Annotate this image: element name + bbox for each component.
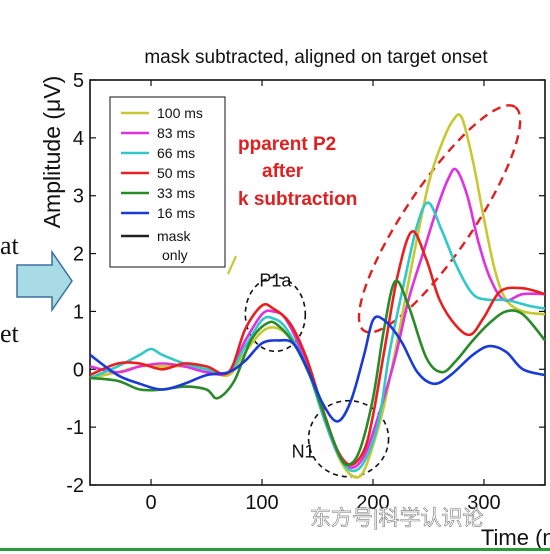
- legend-label-6: mask: [157, 228, 191, 244]
- y-tick-label: -1: [66, 417, 84, 439]
- chart-title: mask subtracted, aligned on target onset: [144, 47, 488, 68]
- apparent-p2-annotation: pparent P2 after k subtraction: [238, 134, 357, 210]
- series-lines: [89, 113, 547, 479]
- y-tick-label: 5: [73, 70, 84, 92]
- legend: 100 ms 83 ms 66 ms 50 ms 33 ms 16 ms mask only: [109, 96, 226, 268]
- x-axis-label: Time (ms): [481, 525, 550, 550]
- legend-label-2: 66 ms: [157, 145, 195, 161]
- y-tick-label: 1: [73, 301, 84, 323]
- red-text-line-2: after: [262, 161, 304, 182]
- watermark-text: 东方号|科学认识论: [310, 507, 483, 530]
- bottom-green-rule: [0, 548, 550, 551]
- y-tick-label: 0: [73, 359, 84, 381]
- left-partial-text-bottom: et: [0, 319, 20, 348]
- series-line-1: [89, 167, 546, 469]
- x-tick-label: 100: [245, 492, 278, 514]
- legend-label-0: 100 ms: [157, 105, 203, 121]
- series-line-3: [89, 230, 546, 467]
- legend-label-4: 33 ms: [157, 185, 195, 201]
- red-text-line-3: k subtraction: [238, 189, 357, 210]
- y-tick-label: -2: [66, 475, 84, 497]
- legend-label-6-line2: only: [162, 247, 188, 263]
- y-tick-label: 2: [73, 244, 84, 266]
- y-axis-label: Amplitude (μV): [39, 76, 65, 229]
- annotation-labels: P1a N1: [226, 255, 315, 461]
- right-arrow-shape: [16, 249, 73, 313]
- x-tick-label: 200: [356, 492, 389, 514]
- annotation-label-0: P1a: [259, 271, 292, 291]
- plot-area: [89, 79, 546, 486]
- axis-ticks: -2 -1 0 1 2 3 4 5 0 100 200 300: [66, 70, 545, 514]
- n1-ellipse: [307, 399, 390, 478]
- y-tick-label: 3: [73, 186, 84, 208]
- annotation-label-1: N1: [292, 441, 315, 461]
- legend-stray-mark: [226, 255, 238, 275]
- legend-label-1: 83 ms: [157, 125, 195, 141]
- red-text-line-1: pparent P2: [238, 134, 336, 155]
- legend-label-3: 50 ms: [157, 165, 195, 181]
- p1a-ellipse: [244, 276, 307, 353]
- x-tick-label: 0: [145, 492, 156, 514]
- y-tick-label: 4: [73, 128, 84, 150]
- x-tick-label: 300: [467, 492, 500, 514]
- series-line-4: [89, 279, 547, 467]
- left-partial-text-top: at: [0, 231, 20, 260]
- legend-box: [109, 96, 226, 268]
- legend-label-5: 16 ms: [157, 205, 195, 221]
- series-line-5: [89, 315, 546, 423]
